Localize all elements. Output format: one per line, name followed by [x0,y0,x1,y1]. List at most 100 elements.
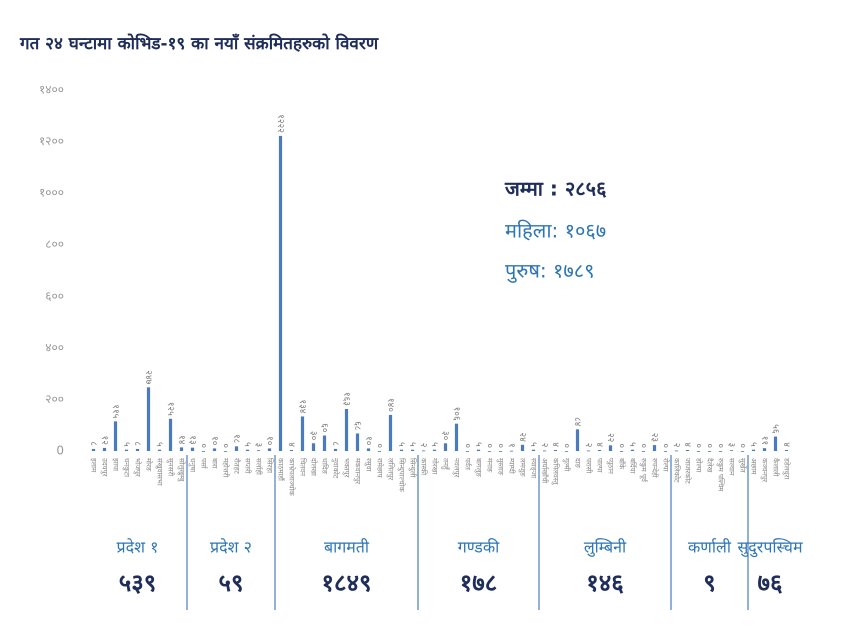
group-total: ७६ [758,569,783,597]
value-label: ५ [528,442,538,447]
x-tick-label: झापा [112,458,120,471]
y-tick-label: 0 [56,444,64,458]
x-tick-label: रौतहट [233,458,242,474]
value-label: ३० [440,431,450,441]
value-label: ० [495,443,505,448]
bar [300,416,305,451]
x-tick-label: रामेछाप [376,458,385,479]
bar [377,451,382,452]
value-label: ८ [88,441,98,446]
group-total: १४६ [586,569,623,597]
bar [509,450,514,452]
x-tick-label: कञ्चनपुर [761,458,769,482]
group-total: १८४९ [322,569,372,597]
value-label: ११ [759,436,769,445]
x-tick-label: कपिलवस्तु [552,458,561,486]
x-tick-label: डडेलधुरा [783,457,792,479]
bar [663,451,668,452]
value-label: ५ [473,442,483,447]
x-tick-label: रसुवा [365,458,373,471]
x-tick-label: सल्यान [728,458,736,476]
bar [366,448,371,451]
bar [245,449,250,451]
bar [146,387,151,451]
x-tick-label: प्युठान [607,458,615,474]
value-label: १२ [99,436,109,446]
y-tick-label: १००० [39,186,64,200]
value-label: ५ [154,442,164,447]
value-label: ८ [330,441,340,446]
x-tick-label: काठमाडौं [277,458,286,481]
bar [91,448,96,451]
x-tick-label: सुनसरी [167,458,176,476]
x-tick-label: गोरखा [431,458,440,474]
value-label: ० [484,443,494,448]
bar [498,451,503,452]
value-label: ५ [627,442,637,447]
value-label: १० [363,436,373,446]
bar [564,451,569,452]
value-label: १४० [385,398,395,412]
x-tick-label: अछाम [750,458,758,475]
value-label: १० [264,436,274,446]
value-label: १ [506,443,516,448]
x-tick-label: सिरहा [266,458,275,473]
value-label: ० [561,443,571,448]
group-name: लुम्बिनी [584,538,627,558]
bar [608,445,613,451]
bar [707,451,712,452]
value-label: ४ [781,442,791,447]
x-tick-label: तनहुँ [441,458,451,471]
x-tick-label: पाल्पा [596,458,604,473]
bar [355,433,360,451]
bar [729,450,734,452]
bar [762,448,767,451]
value-label: २४७ [143,370,153,384]
value-label: ० [198,443,208,448]
x-tick-label: उदयपुर [101,458,109,477]
value-label: ८ [132,441,142,446]
group-total: १७८ [460,569,497,597]
x-tick-label: सर्लाही [255,458,264,475]
y-tick-label: ६०० [45,289,64,303]
x-tick-label: काभ्रेपलाञ्चोक [288,458,297,496]
bar [652,445,657,451]
value-label: ८४ [572,417,582,427]
x-tick-label: ललितपुर [387,458,396,480]
x-tick-label: बागलुङ [475,458,483,477]
bar [597,449,602,451]
value-label: २ [539,443,549,448]
group-total: ५९ [219,569,244,597]
bar [487,451,492,452]
bar [421,450,426,452]
value-label: १२२२ [275,114,285,133]
x-tick-label: सोलुखुम्बु [178,458,187,482]
x-tick-label: सिन्धुली [409,458,418,478]
bar [432,449,437,451]
bar [718,451,723,452]
bar [399,449,404,451]
bar [553,449,558,451]
value-label: ० [462,443,472,448]
value-label: २२ [605,433,615,443]
bar [410,449,415,451]
x-tick-label: परासी [585,458,594,473]
x-tick-label: स्याङ्जा [529,458,537,478]
x-tick-label: दैलेख [706,458,715,472]
value-label: ५ [407,442,417,447]
x-tick-label: मकवानपुर [354,458,362,484]
group-name: बागमती [324,538,370,557]
bar [465,451,470,452]
x-tick-label: सुर्खेत [739,458,748,473]
value-label: २४ [517,432,527,442]
bar [344,408,349,451]
group-name: सुदुरपस्चिम [737,538,802,558]
value-label: १३४ [297,399,307,413]
x-tick-label: जाजरकोट [684,458,693,484]
x-tick-label: सिन्धुपाल्चोक [398,458,407,492]
bar [322,435,327,451]
x-tick-label: धनुषा [189,458,197,472]
value-label: १६३ [341,392,351,406]
group-total: ९ [703,569,715,597]
